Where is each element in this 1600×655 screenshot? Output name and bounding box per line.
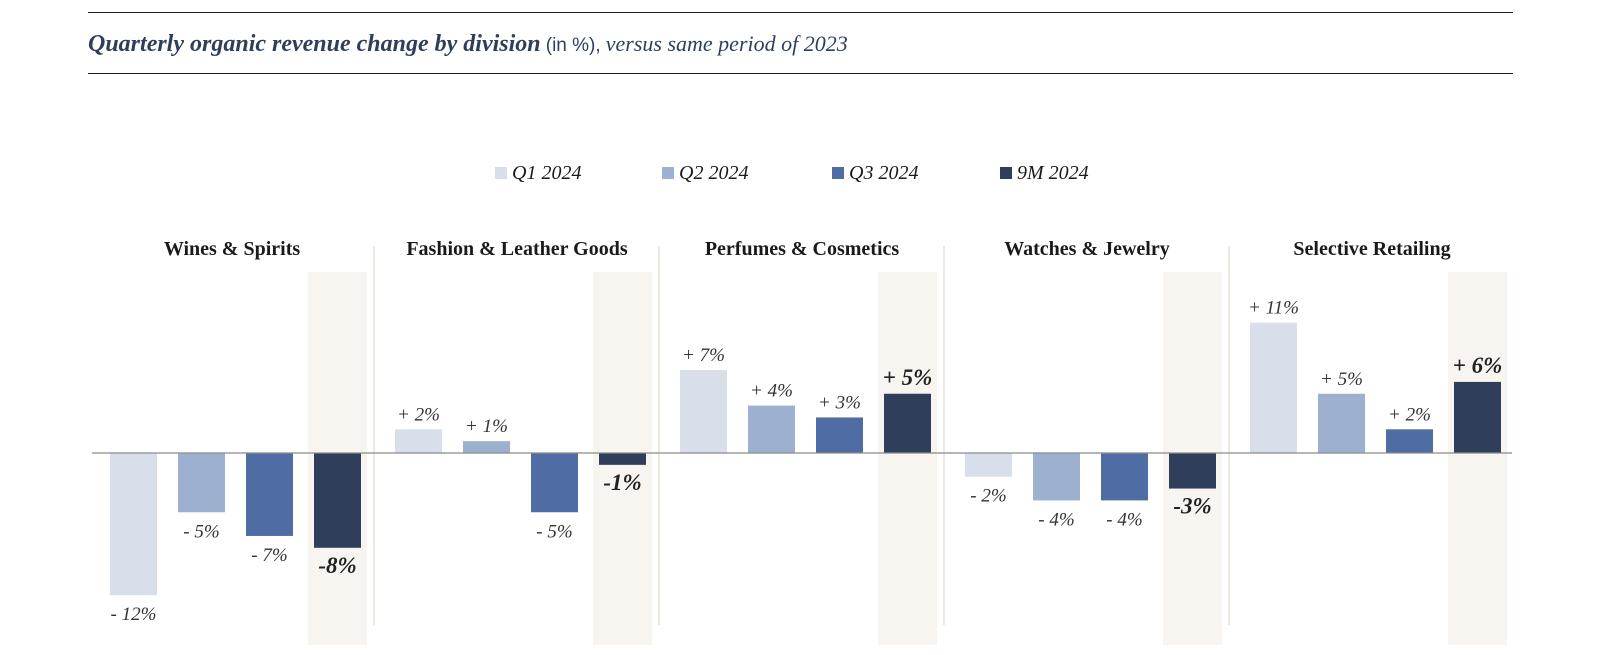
- legend-swatch-q2-2024: [662, 167, 674, 179]
- bar-fashion-and-leather-goods-q1-2024: [395, 429, 442, 453]
- data-label-selective-retailing-q1-2024: + 11%: [1248, 298, 1299, 319]
- data-label-perfumes-and-cosmetics-9m-2024: + 5%: [883, 365, 933, 390]
- legend-swatch-9m-2024: [1000, 167, 1012, 179]
- chart-title: Quarterly organic revenue change by divi…: [88, 26, 848, 62]
- data-label-perfumes-and-cosmetics-q3-2024: + 3%: [818, 392, 861, 413]
- data-label-wines-and-spirits-q3-2024: - 7%: [251, 545, 287, 566]
- panel-title-watches-and-jewelry: Watches & Jewelry: [1004, 238, 1170, 260]
- data-label-watches-and-jewelry-q1-2024: - 2%: [970, 486, 1006, 507]
- data-label-fashion-and-leather-goods-q2-2024: + 1%: [465, 416, 508, 437]
- top-rule: [88, 12, 1513, 13]
- data-label-selective-retailing-q3-2024: + 2%: [1388, 404, 1431, 425]
- bar-perfumes-and-cosmetics-q2-2024: [748, 405, 795, 453]
- bar-wines-and-spirits-q2-2024: [178, 453, 225, 513]
- legend-label-q3-2024: Q3 2024: [849, 162, 918, 184]
- data-label-watches-and-jewelry-9m-2024: -3%: [1173, 494, 1211, 519]
- bar-selective-retailing-q2-2024: [1318, 393, 1365, 453]
- legend-label-9m-2024: 9M 2024: [1017, 162, 1089, 184]
- bar-wines-and-spirits-q3-2024: [246, 453, 293, 536]
- data-label-perfumes-and-cosmetics-q2-2024: + 4%: [750, 381, 793, 402]
- legend-swatch-q3-2024: [832, 167, 844, 179]
- data-label-fashion-and-leather-goods-q3-2024: - 5%: [536, 521, 572, 542]
- panel-title-selective-retailing: Selective Retailing: [1293, 238, 1450, 260]
- legend-label-q1-2024: Q1 2024: [512, 162, 581, 184]
- data-label-wines-and-spirits-q1-2024: - 12%: [111, 604, 157, 625]
- bar-perfumes-and-cosmetics-9m-2024: [884, 393, 931, 453]
- bar-fashion-and-leather-goods-q3-2024: [531, 453, 578, 513]
- data-label-selective-retailing-q2-2024: + 5%: [1320, 369, 1363, 390]
- highlight-band-perfumes-and-cosmetics: [878, 272, 937, 645]
- chart-title-main: Quarterly organic revenue change by divi…: [88, 31, 541, 57]
- data-label-wines-and-spirits-9m-2024: -8%: [318, 553, 356, 578]
- data-label-watches-and-jewelry-q2-2024: - 4%: [1038, 509, 1074, 530]
- legend-label-q2-2024: Q2 2024: [679, 162, 748, 184]
- title-bottom-rule: [88, 73, 1513, 74]
- bar-fashion-and-leather-goods-9m-2024: [599, 453, 646, 465]
- bar-watches-and-jewelry-q3-2024: [1101, 453, 1148, 501]
- data-label-watches-and-jewelry-q3-2024: - 4%: [1106, 509, 1142, 530]
- bar-watches-and-jewelry-9m-2024: [1169, 453, 1216, 489]
- panel-title-perfumes-and-cosmetics: Perfumes & Cosmetics: [705, 238, 900, 260]
- bar-perfumes-and-cosmetics-q1-2024: [680, 370, 727, 453]
- data-label-wines-and-spirits-q2-2024: - 5%: [183, 521, 219, 542]
- bar-perfumes-and-cosmetics-q3-2024: [816, 417, 863, 453]
- bar-watches-and-jewelry-q1-2024: [965, 453, 1012, 477]
- bar-wines-and-spirits-q1-2024: [110, 453, 157, 596]
- bar-watches-and-jewelry-q2-2024: [1033, 453, 1080, 501]
- data-label-fashion-and-leather-goods-q1-2024: + 2%: [397, 404, 440, 425]
- legend-swatch-q1-2024: [495, 167, 507, 179]
- bar-selective-retailing-q3-2024: [1386, 429, 1433, 453]
- bar-selective-retailing-9m-2024: [1454, 381, 1501, 453]
- bar-fashion-and-leather-goods-q2-2024: [463, 441, 510, 453]
- panel-title-fashion-and-leather-goods: Fashion & Leather Goods: [406, 238, 628, 260]
- bar-selective-retailing-q1-2024: [1250, 322, 1297, 453]
- data-label-selective-retailing-9m-2024: + 6%: [1453, 353, 1503, 378]
- data-label-fashion-and-leather-goods-9m-2024: -1%: [603, 470, 641, 495]
- bar-wines-and-spirits-9m-2024: [314, 453, 361, 548]
- highlight-band-selective-retailing: [1448, 272, 1507, 645]
- data-label-perfumes-and-cosmetics-q1-2024: + 7%: [682, 345, 725, 366]
- chart-title-unit: (in %),: [545, 35, 601, 56]
- panel-title-wines-and-spirits: Wines & Spirits: [164, 238, 301, 260]
- chart-subtitle: versus same period of 2023: [605, 31, 848, 56]
